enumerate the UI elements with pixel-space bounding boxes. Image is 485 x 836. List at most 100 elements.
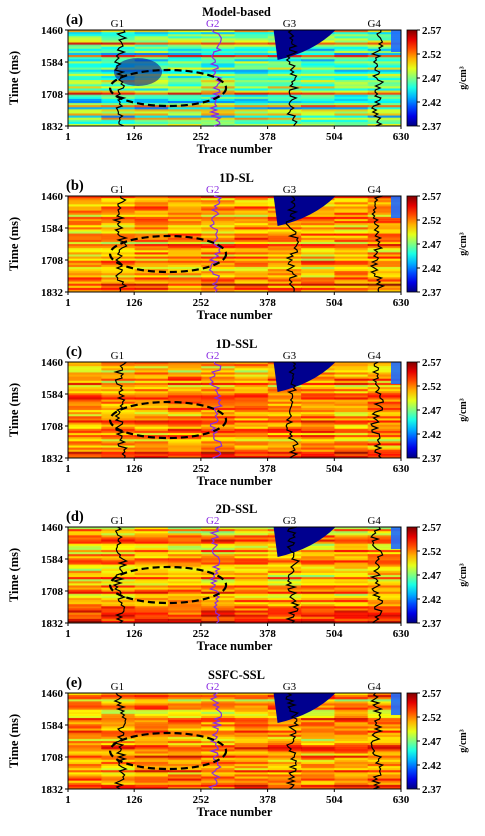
x-tick-label: 378 [259,463,276,475]
well-label: G2 [206,18,219,30]
x-tick-label: 252 [193,628,210,640]
well-label: G1 [111,184,124,196]
y-tick-label: 1584 [41,223,64,235]
well-label: G3 [283,515,297,527]
well-label: G4 [367,350,381,362]
x-axis-label: Trace number [197,805,273,819]
x-tick-label: 1 [65,131,71,143]
y-tick-label: 1584 [41,554,64,566]
colorbar-tick-label: 2.37 [422,121,442,133]
colorbar [406,195,418,293]
x-tick-label: 504 [326,297,343,309]
y-tick-label: 1460 [41,191,64,203]
colorbar [406,526,418,624]
colorbar-tick-label: 2.47 [422,73,442,85]
well-label: G4 [367,681,381,693]
x-tick-label: 630 [393,131,410,143]
well-log-g3 [285,692,300,790]
density-image [68,30,401,126]
x-tick-label: 630 [393,463,410,475]
y-axis-label: Time (ms) [7,383,21,437]
panel-2: 1D-SL (b) G1 G2 G3 G4 1460 1584 1708 1832 Time (ms… [7,171,469,322]
x-axis-label: Trace number [197,474,273,488]
y-tick-label: 1460 [41,522,64,534]
colorbar-tick-label: 2.42 [422,429,442,441]
well-label: G4 [367,18,381,30]
x-tick-label: 126 [126,628,143,640]
well-log-g1 [111,195,129,293]
colorbar-tick-label: 2.57 [422,25,442,37]
well-log-g3 [285,195,300,293]
plot-frame [67,29,402,127]
y-axis-label: Time (ms) [7,51,21,105]
x-tick-label: 630 [393,628,410,640]
y-tick-label: 1832 [41,287,64,299]
well-label: G1 [111,350,124,362]
y-tick-label: 1460 [41,688,64,700]
panel-title: Model-based [202,5,271,19]
panel-5: SSFC-SSL (e) G1 G2 G3 G4 1460 1584 1708 1832 Time … [7,668,469,819]
plot-frame [67,361,402,459]
y-tick-label: 1460 [41,25,64,37]
well-label: G2 [206,515,219,527]
colorbar [406,692,418,790]
well-log-g4 [370,29,385,127]
x-tick-label: 126 [126,297,143,309]
x-tick-label: 252 [193,297,210,309]
y-tick-label: 1708 [41,586,64,598]
x-tick-label: 1 [65,463,71,475]
colorbar-tick-label: 2.47 [422,239,442,251]
x-tick-label: 504 [326,628,343,640]
colorbar-tick-label: 2.42 [422,594,442,606]
x-tick-label: 504 [326,463,343,475]
well-label: G1 [111,681,124,693]
well-label: G4 [367,515,381,527]
well-log-g3 [285,526,301,624]
well-label: G2 [206,184,219,196]
highlight-ellipse [108,400,228,440]
well-log-g4 [369,195,386,293]
y-tick-label: 1584 [41,389,64,401]
x-tick-label: 126 [126,794,143,806]
colorbar [406,29,418,127]
well-log-g2 [208,361,224,459]
colorbar-tick-label: 2.52 [422,712,442,724]
well-log-g1 [112,526,129,624]
well-label: G2 [206,681,219,693]
well-log-g2 [208,29,223,127]
plot-frame [67,195,402,293]
colorbar-tick-label: 2.57 [422,191,442,203]
y-axis-label: Time (ms) [7,217,21,271]
x-tick-label: 126 [126,463,143,475]
panel-tag: (b) [66,178,84,194]
panel-title: SSFC-SSL [208,668,265,682]
well-label: G1 [111,18,124,30]
well-label: G1 [111,515,124,527]
colorbar-tick-label: 2.57 [422,522,442,534]
colorbar-tick-label: 2.52 [422,381,442,393]
y-tick-label: 1708 [41,255,64,267]
density-image [68,693,401,789]
panel-tag: (a) [66,12,83,28]
plot-frame [67,526,402,624]
y-tick-label: 1708 [41,89,64,101]
well-label: G2 [206,350,219,362]
y-tick-label: 1708 [41,752,64,764]
colorbar-tick-label: 2.47 [422,736,442,748]
panel-title: 2D-SSL [216,502,258,516]
colorbar-tick-label: 2.42 [422,97,442,109]
panel-tag: (d) [66,509,84,525]
well-log-g3 [285,29,300,127]
colorbar-tick-label: 2.37 [422,453,442,465]
colorbar-tick-label: 2.37 [422,618,442,630]
y-axis-label: Time (ms) [7,714,21,768]
y-tick-label: 1584 [41,57,64,69]
x-axis-label: Trace number [197,308,273,322]
x-tick-label: 252 [193,794,210,806]
well-log-g1 [113,361,128,459]
colorbar-tick-label: 2.57 [422,357,442,369]
plot-frame [67,692,402,790]
panel-title: 1D-SL [219,171,254,185]
x-tick-label: 504 [326,794,343,806]
